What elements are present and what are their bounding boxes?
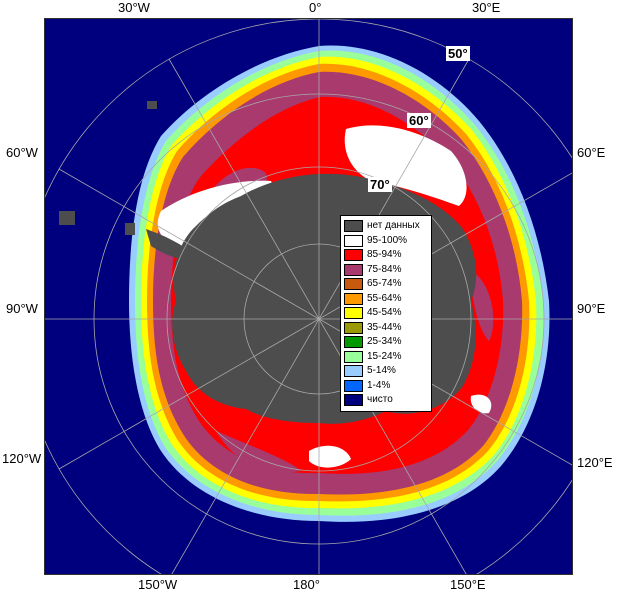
legend-swatch [344, 394, 363, 407]
legend-label: 35-44% [367, 321, 402, 333]
lon-label-150w-bottom: 150°W [138, 577, 178, 592]
legend-item: 45-54% [344, 306, 429, 321]
legend-item: 15-24% [344, 350, 429, 365]
legend-swatch [344, 220, 363, 233]
legend-label: 65-74% [367, 278, 402, 290]
legend-label: 25-34% [367, 336, 402, 348]
ice-patch-95-100 [344, 125, 467, 206]
legend-swatch [344, 263, 363, 276]
legend-swatch [344, 249, 363, 262]
legend-label: 1-4% [367, 379, 391, 391]
lon-label-90e: 90°E [577, 301, 606, 316]
legend-swatch [344, 278, 363, 291]
lat-label-60: 60° [407, 113, 431, 128]
legend-label: 95-100% [367, 234, 408, 246]
legend-swatch [344, 365, 363, 378]
lon-label-30e-top: 30°E [472, 0, 501, 15]
island [59, 211, 75, 225]
lon-label-120w: 120°W [2, 451, 42, 466]
legend-label: 5-14% [367, 365, 396, 377]
legend-item: 35-44% [344, 321, 429, 336]
graticule [45, 19, 572, 574]
ice-patch-75-84 [216, 431, 301, 473]
antarctica-land [146, 229, 199, 261]
legend-label: 75-84% [367, 263, 402, 275]
map-frame: 50° 60° 70° нет данных 95-100% 85-94% 75-84… [44, 18, 573, 575]
ice-patch-95-100 [309, 445, 351, 468]
legend-item: 55-64% [344, 292, 429, 307]
legend-swatch [344, 307, 363, 320]
legend-label: 15-24% [367, 350, 402, 362]
legend-swatch [344, 234, 363, 247]
lon-label-90w: 90°W [6, 301, 38, 316]
lon-label-60e: 60°E [577, 145, 606, 160]
island [125, 223, 135, 235]
legend-label: чисто [367, 394, 393, 406]
lon-label-120e: 120°E [577, 455, 613, 470]
lat-label-70: 70° [368, 177, 392, 192]
island [147, 101, 157, 109]
ice-patch-95-100 [470, 394, 492, 414]
lon-label-30w-top: 30°W [118, 0, 150, 15]
legend-label: нет данных [367, 220, 420, 232]
legend-item: 95-100% [344, 234, 429, 249]
legend-item: чисто [344, 393, 429, 408]
legend-swatch [344, 350, 363, 363]
legend-swatch [344, 321, 363, 334]
legend: нет данных 95-100% 85-94% 75-84% 65-74% 55-64… [340, 215, 432, 412]
meridian [58, 172, 572, 470]
legend-label: 55-64% [367, 292, 402, 304]
lon-label-60w: 60°W [6, 145, 38, 160]
lon-label-180-bottom: 180° [293, 577, 320, 592]
legend-item: 65-74% [344, 277, 429, 292]
legend-label: 85-94% [367, 249, 402, 261]
lat-label-50: 50° [446, 46, 470, 61]
lon-label-0-top: 0° [309, 0, 322, 15]
lon-label-150e-bottom: 150°E [450, 577, 486, 592]
legend-item: 85-94% [344, 248, 429, 263]
legend-item: 25-34% [344, 335, 429, 350]
legend-swatch [344, 336, 363, 349]
legend-item: 5-14% [344, 364, 429, 379]
legend-swatch [344, 292, 363, 305]
legend-swatch [344, 379, 363, 392]
legend-label: 45-54% [367, 307, 402, 319]
legend-item: нет данных [344, 219, 429, 234]
legend-item: 75-84% [344, 263, 429, 278]
sea-ice-map [45, 19, 572, 574]
ice-patch-75-84 [471, 271, 494, 341]
legend-item: 1-4% [344, 379, 429, 394]
